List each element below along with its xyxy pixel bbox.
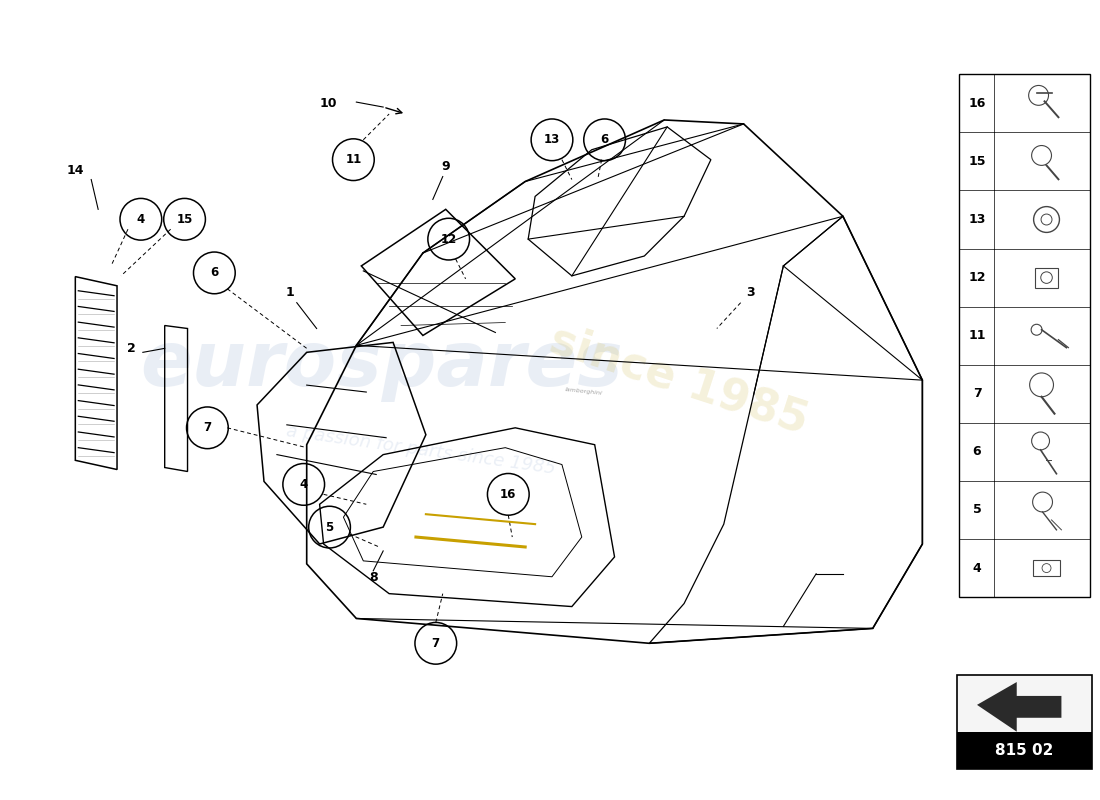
Text: 3: 3 [746,286,755,298]
Text: 7: 7 [972,387,981,400]
Text: 6: 6 [972,446,981,458]
Text: 14: 14 [67,163,84,177]
Text: since 1985: since 1985 [544,318,814,442]
Polygon shape [977,682,1062,732]
Text: 12: 12 [968,271,986,284]
Text: 15: 15 [968,155,986,168]
Text: 4: 4 [299,478,308,491]
Text: 11: 11 [345,153,362,166]
Text: 1: 1 [285,286,294,298]
Text: lamborghini: lamborghini [565,387,603,396]
Text: 6: 6 [210,266,219,279]
Text: 6: 6 [601,134,608,146]
Text: 2: 2 [126,342,135,355]
Text: 10: 10 [320,97,337,110]
Text: 4: 4 [136,213,145,226]
Text: 11: 11 [968,329,986,342]
Text: 4: 4 [972,562,981,574]
Text: 16: 16 [968,97,986,110]
FancyBboxPatch shape [957,732,1092,770]
FancyBboxPatch shape [957,675,1092,732]
Text: 815 02: 815 02 [996,743,1054,758]
Text: a passion for parts since 1985: a passion for parts since 1985 [285,422,557,478]
Text: 13: 13 [968,213,986,226]
Text: 13: 13 [543,134,560,146]
Text: 16: 16 [500,488,517,501]
Text: 7: 7 [204,422,211,434]
Text: 15: 15 [176,213,192,226]
Text: 8: 8 [368,570,377,584]
Text: 5: 5 [326,521,333,534]
Text: 5: 5 [972,503,981,517]
Text: 7: 7 [431,637,440,650]
Text: eurospares: eurospares [140,328,623,402]
Text: 12: 12 [441,233,456,246]
Text: 9: 9 [441,160,450,173]
